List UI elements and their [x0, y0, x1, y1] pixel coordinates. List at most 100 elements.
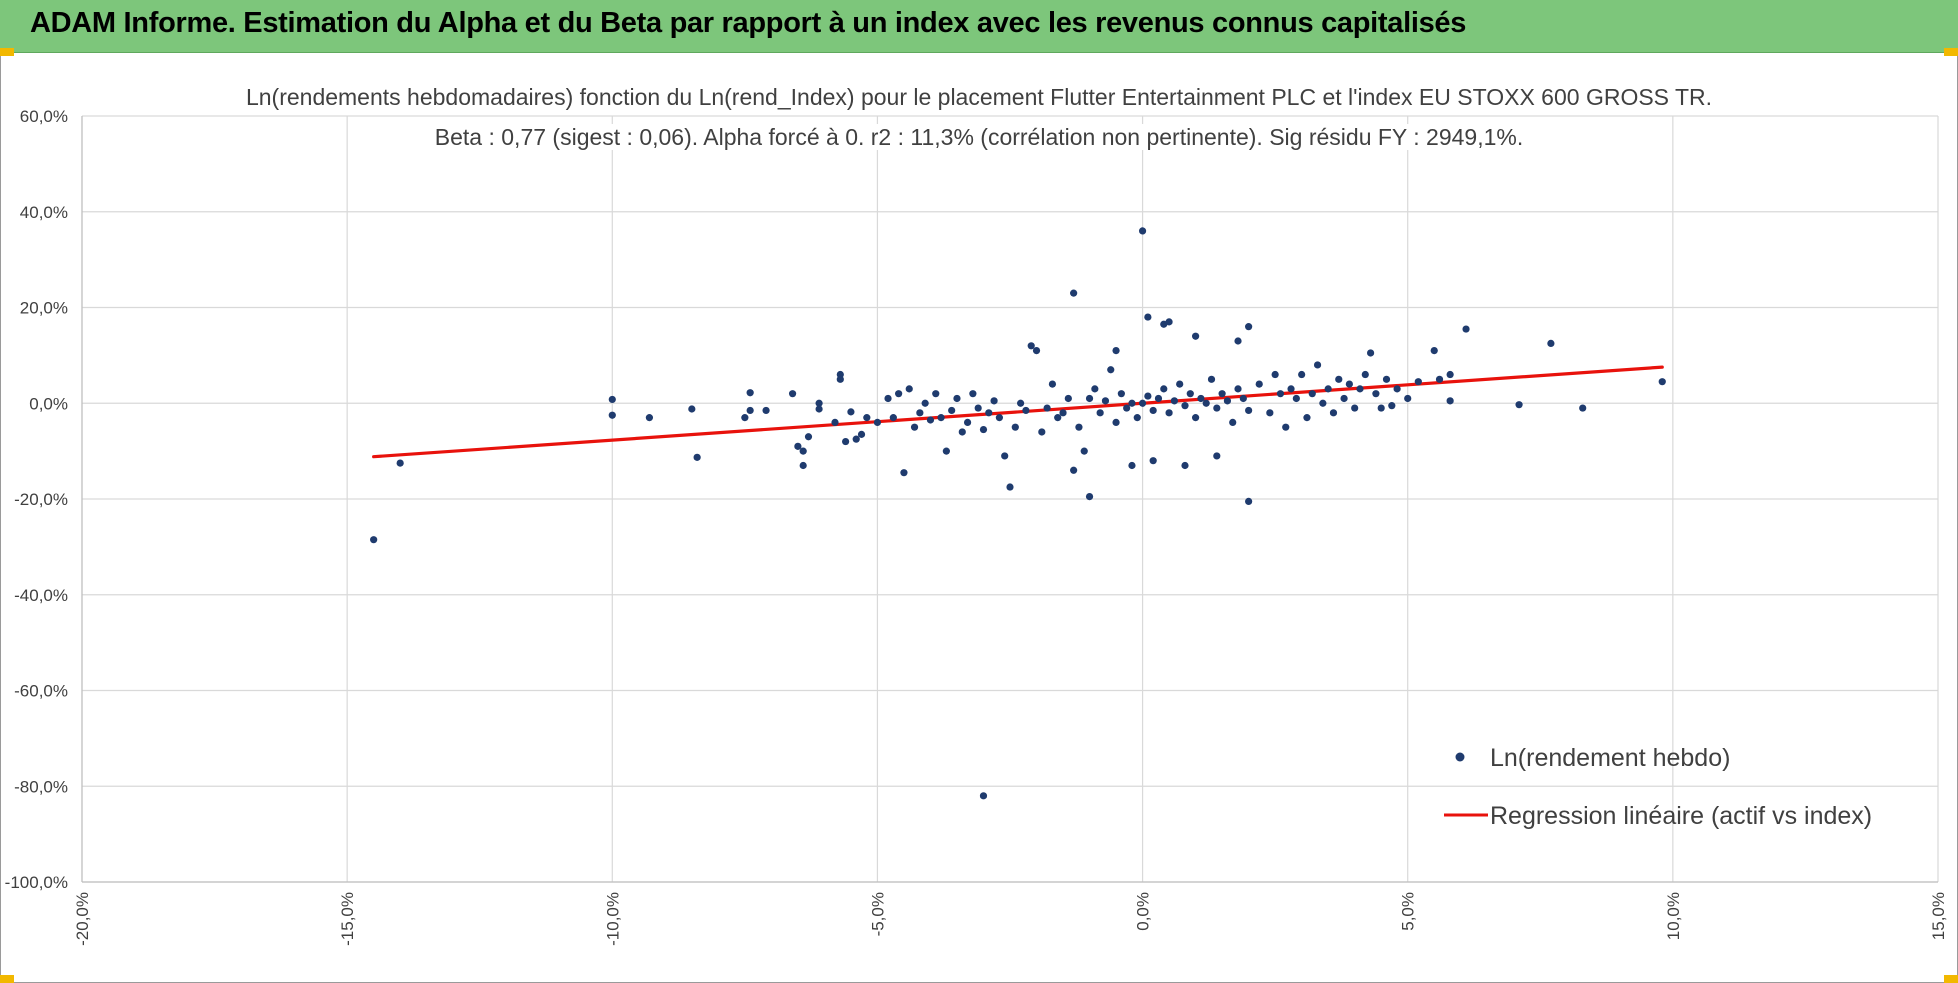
data-point [1070, 466, 1078, 474]
y-tick-label: -20,0% [14, 490, 68, 509]
data-point [948, 406, 956, 415]
data-point [1197, 394, 1205, 403]
data-point [608, 411, 616, 419]
data-point [1213, 452, 1221, 460]
data-point [1133, 414, 1141, 422]
data-point [1292, 394, 1300, 403]
data-point [1271, 370, 1279, 379]
data-point [1298, 370, 1306, 379]
x-tick-label: 0,0% [1134, 892, 1153, 931]
data-point [1446, 397, 1454, 405]
data-point [1234, 337, 1242, 345]
data-point [1160, 385, 1168, 393]
data-point [1579, 404, 1587, 412]
data-point [932, 390, 940, 398]
data-point [1123, 404, 1131, 412]
data-point [1382, 375, 1391, 383]
data-point [1064, 394, 1072, 403]
data-point [1096, 409, 1104, 417]
data-point [645, 414, 654, 422]
data-point [910, 423, 919, 431]
data-point [1430, 346, 1438, 355]
y-tick-label: 0,0% [29, 394, 68, 413]
data-point [963, 418, 972, 426]
data-point [1404, 394, 1412, 403]
data-point [1345, 380, 1353, 388]
data-point [958, 428, 966, 436]
data-point [1059, 409, 1067, 417]
data-point [1144, 392, 1152, 400]
data-point [1361, 370, 1369, 379]
legend: Ln(rendement hebdo) Regression linéaire … [1444, 744, 1872, 830]
data-point [1547, 339, 1555, 348]
data-point [815, 405, 823, 413]
data-point [1223, 397, 1232, 405]
data-point [1043, 404, 1051, 412]
data-point [1435, 375, 1444, 383]
data-point [979, 425, 988, 434]
data-point [799, 447, 807, 455]
data-point [857, 430, 866, 438]
data-point [1085, 493, 1094, 501]
data-point [1234, 385, 1242, 393]
data-point [1165, 318, 1173, 326]
chart-title-text: Ln(rendements hebdomadaires) fonction du… [239, 84, 1719, 110]
data-point [693, 453, 701, 461]
y-tick-label: -40,0% [14, 586, 68, 605]
data-point [900, 469, 908, 477]
data-points [370, 227, 1666, 800]
data-point [1181, 402, 1189, 410]
data-point [1117, 390, 1125, 398]
data-point [1282, 423, 1290, 431]
data-point [1080, 447, 1088, 455]
data-point [815, 399, 823, 407]
data-point [852, 435, 860, 443]
data-point [895, 390, 903, 398]
data-point [831, 418, 839, 426]
data-point [926, 416, 935, 424]
data-point [1170, 397, 1178, 405]
legend-marker-points [1455, 752, 1465, 762]
x-tick-label: 10,0% [1664, 892, 1683, 940]
data-point [1128, 399, 1136, 407]
data-point [921, 399, 929, 407]
data-point [1245, 497, 1253, 505]
data-point [863, 414, 871, 422]
data-point [1393, 385, 1401, 393]
x-tick-label: 5,0% [1399, 892, 1418, 931]
data-point [1313, 361, 1322, 369]
data-point [688, 405, 696, 413]
data-point [1218, 390, 1226, 398]
data-point [1303, 414, 1311, 422]
data-point [1213, 404, 1221, 412]
data-point [1048, 380, 1057, 388]
data-point [1245, 406, 1253, 415]
chart-subtitle: Beta : 0,77 (sigest : 0,06). Alpha forcé… [0, 124, 1958, 151]
data-point [1372, 390, 1380, 398]
y-tick-label: 40,0% [20, 203, 68, 222]
data-point [1329, 409, 1338, 417]
data-point [794, 442, 802, 450]
data-point [1149, 406, 1157, 415]
data-point [1255, 380, 1263, 388]
data-point [1239, 394, 1247, 403]
x-axis-ticks: -20,0% -15,0% -10,0% -5,0% 0,0% 5,0% 10,0% 15,0… [73, 892, 1948, 946]
data-point [1462, 325, 1470, 333]
x-tick-label: -20,0% [73, 892, 92, 946]
data-point [1128, 461, 1136, 470]
data-point [942, 447, 950, 455]
data-point [1070, 289, 1078, 297]
data-point [799, 461, 807, 470]
data-point [1515, 401, 1523, 409]
x-tick-label: 15,0% [1929, 892, 1948, 940]
chart-subtitle-text: Beta : 0,77 (sigest : 0,06). Alpha forcé… [428, 124, 1530, 150]
y-axis-ticks: 60,0% 40,0% 20,0% 0,0% -20,0% -40,0% -60,0% -80… [5, 107, 68, 892]
data-point [1112, 418, 1120, 426]
data-point [1366, 349, 1375, 357]
data-point [1107, 366, 1115, 374]
banner-title: ADAM Informe. Estimation du Alpha et du … [30, 7, 1467, 39]
data-point [1154, 394, 1163, 403]
x-tick-label: -5,0% [868, 892, 887, 936]
data-point [1308, 390, 1316, 398]
y-tick-label: -80,0% [14, 777, 68, 796]
